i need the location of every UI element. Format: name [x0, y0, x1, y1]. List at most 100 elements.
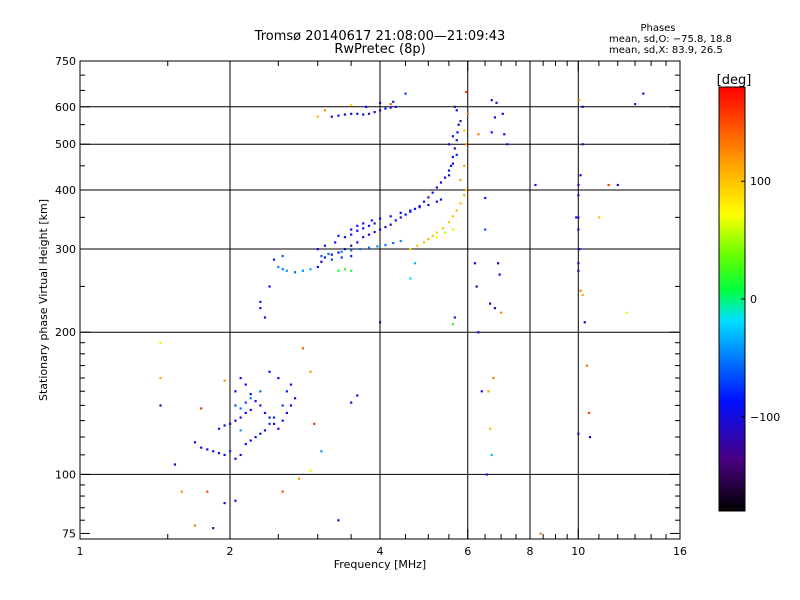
- data-point: [435, 200, 438, 203]
- data-point: [350, 254, 353, 258]
- data-point: [394, 105, 397, 108]
- data-point: [272, 416, 276, 419]
- data-point: [327, 252, 330, 256]
- data-point: [616, 183, 619, 187]
- data-point: [451, 215, 455, 218]
- data-point: [244, 383, 247, 386]
- data-point: [180, 490, 183, 493]
- data-point: [330, 258, 333, 261]
- data-point: [293, 271, 297, 274]
- data-point: [456, 131, 459, 134]
- data-point: [367, 112, 371, 115]
- data-point: [539, 532, 542, 535]
- data-point: [394, 219, 397, 222]
- data-point: [159, 376, 162, 380]
- data-point: [480, 390, 483, 393]
- data-point: [249, 439, 252, 442]
- data-point: [367, 246, 371, 249]
- data-point: [285, 390, 288, 393]
- data-point: [343, 113, 347, 116]
- data-point: [404, 92, 407, 95]
- data-point: [464, 90, 468, 94]
- data-point: [451, 228, 455, 231]
- data-point: [350, 104, 353, 107]
- colorbar-tick-label: 0: [750, 293, 757, 306]
- data-point: [356, 112, 359, 115]
- data-point: [389, 103, 392, 106]
- data-point: [263, 411, 267, 415]
- y-tick-label: 600: [55, 101, 76, 114]
- data-point: [389, 215, 392, 218]
- data-point: [489, 427, 492, 430]
- data-point: [506, 143, 509, 146]
- data-point: [392, 241, 395, 245]
- data-point: [223, 502, 226, 505]
- data-point: [577, 194, 580, 197]
- data-point: [244, 411, 247, 415]
- data-point: [301, 347, 305, 350]
- data-point: [577, 183, 580, 187]
- data-point: [323, 109, 327, 112]
- data-point: [575, 216, 578, 219]
- data-point: [409, 248, 412, 251]
- data-point: [301, 269, 305, 272]
- data-point: [399, 239, 402, 243]
- data-point: [435, 236, 438, 239]
- data-point: [427, 196, 430, 199]
- data-point: [578, 248, 581, 251]
- data-point: [323, 244, 327, 247]
- data-point: [384, 107, 387, 110]
- data-point: [473, 262, 477, 265]
- data-point: [463, 164, 466, 168]
- data-point: [229, 450, 232, 453]
- data-point: [223, 453, 226, 457]
- data-point: [581, 143, 584, 146]
- data-point: [277, 376, 280, 380]
- data-point: [200, 446, 203, 449]
- data-point: [268, 416, 271, 419]
- colorbar: [718, 86, 746, 512]
- data-point: [579, 289, 582, 292]
- data-point: [350, 401, 353, 404]
- data-point: [455, 153, 458, 156]
- data-point: [439, 181, 443, 184]
- data-point: [277, 427, 280, 430]
- data-point: [496, 262, 500, 265]
- data-point: [399, 216, 402, 219]
- data-point: [373, 222, 376, 225]
- data-point: [249, 397, 252, 400]
- data-point: [356, 224, 359, 227]
- data-point: [455, 109, 458, 112]
- data-point: [316, 115, 319, 118]
- data-point: [337, 251, 340, 254]
- data-point: [493, 307, 497, 310]
- y-tick-label: 400: [55, 184, 76, 197]
- data-point: [477, 133, 480, 136]
- data-point: [350, 233, 353, 236]
- data-point: [379, 228, 382, 231]
- data-point: [427, 203, 430, 207]
- data-point: [379, 109, 382, 112]
- data-point: [484, 228, 487, 231]
- colorbar-label: [deg]: [717, 73, 752, 88]
- data-point: [309, 469, 312, 472]
- data-point: [384, 243, 387, 247]
- data-point: [159, 341, 162, 344]
- data-point: [212, 450, 215, 453]
- data-point: [392, 100, 395, 103]
- data-point: [422, 241, 426, 244]
- data-point: [313, 422, 316, 425]
- data-point: [350, 228, 353, 231]
- data-point: [490, 131, 493, 134]
- data-point: [597, 216, 601, 219]
- data-point: [356, 229, 359, 232]
- data-point: [285, 269, 288, 272]
- data-point: [340, 250, 343, 253]
- data-point: [484, 196, 487, 200]
- data-point: [263, 316, 267, 319]
- data-point: [343, 236, 347, 239]
- data-point: [463, 129, 466, 132]
- data-point: [272, 258, 276, 261]
- data-point: [607, 183, 610, 187]
